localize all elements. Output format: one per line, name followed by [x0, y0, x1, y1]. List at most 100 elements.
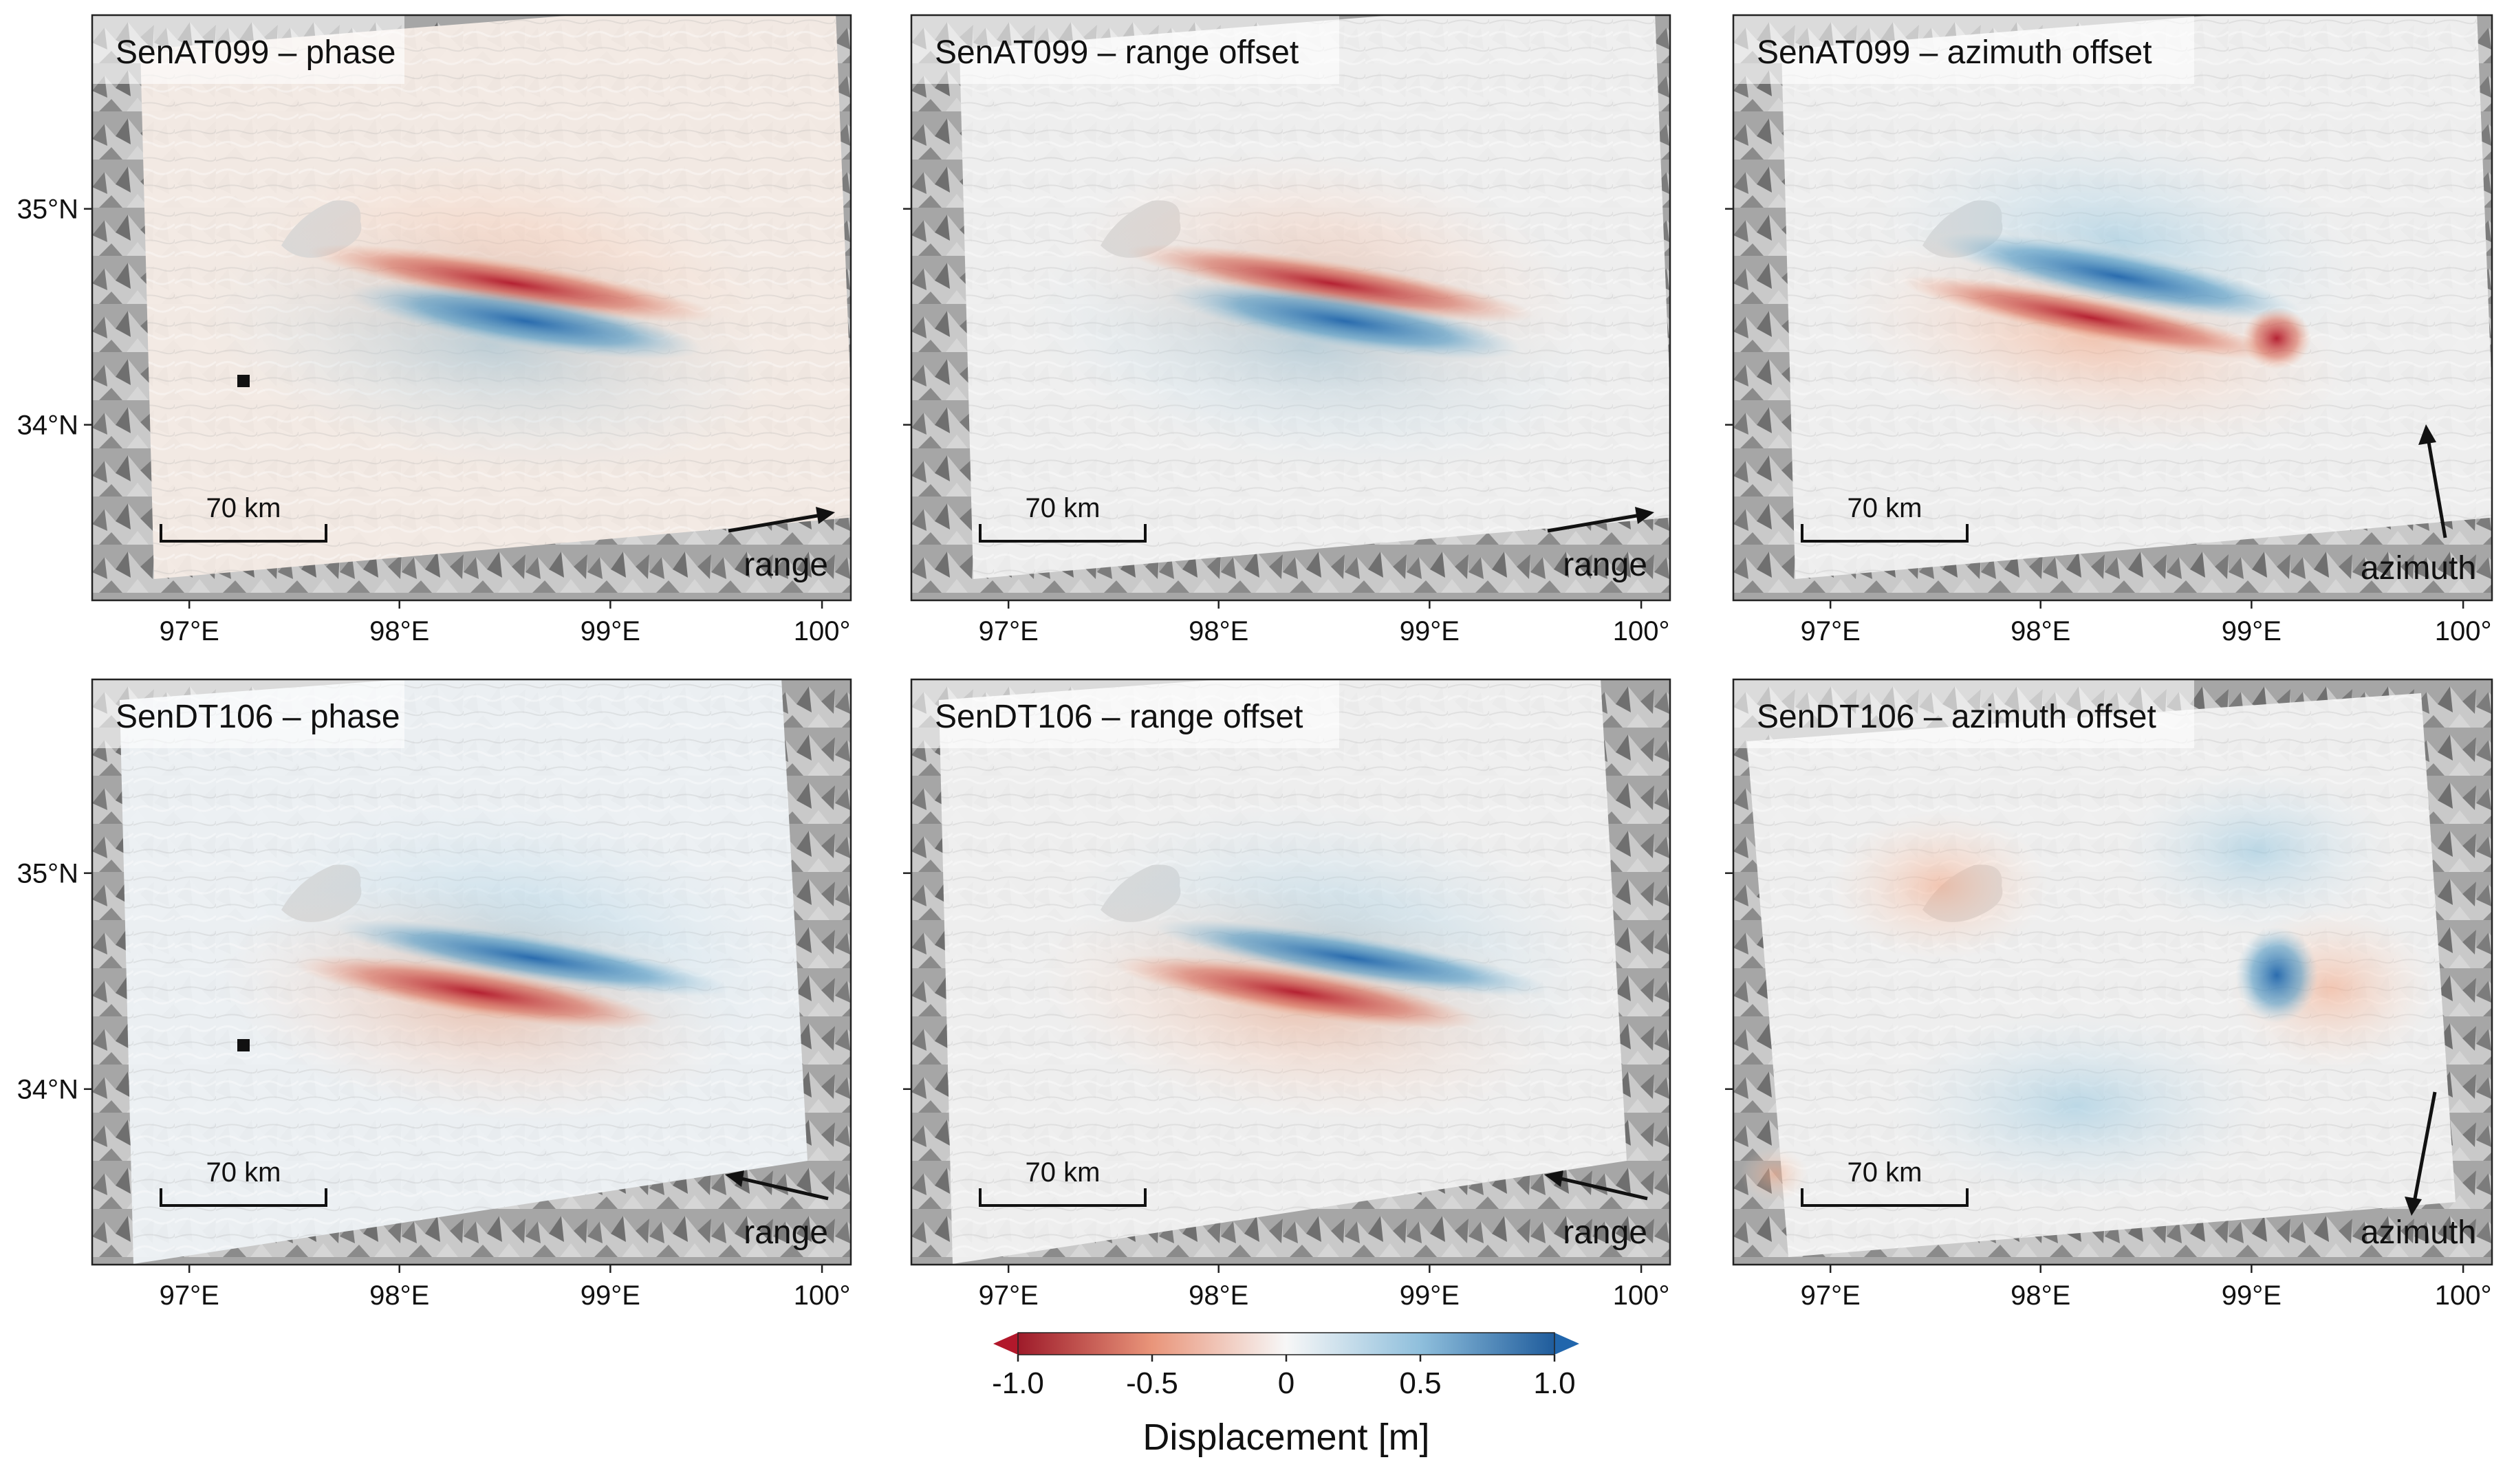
panel-title-group: SenDT106 – phase — [92, 679, 404, 748]
scale-bar-line — [1801, 524, 1969, 543]
panel-title-box — [911, 15, 1339, 84]
scale-bar-line — [979, 1188, 1147, 1207]
panel-title-box — [911, 679, 1339, 748]
colorbar-tick-label: -0.5 — [1126, 1366, 1178, 1400]
arrow-shaft — [2412, 1091, 2437, 1203]
y-axis: 35°N 34°N — [17, 195, 92, 441]
x-tick-label: 98°E — [2011, 1280, 2070, 1311]
displacement-signal — [1037, 799, 1612, 1124]
x-tick-label: 98°E — [369, 616, 429, 646]
arrow-shaft — [1547, 513, 1641, 533]
arrow-shaft — [1557, 1176, 1648, 1201]
panel-title-box — [1733, 679, 2194, 748]
panel-title-group: SenAT099 – range offset — [911, 15, 1339, 84]
map-panel: SenDT106 – range offset 70 km range 97°E 98°… — [903, 678, 1671, 1311]
colorbar-title: Displacement [m] — [1142, 1417, 1429, 1458]
colorbar-tick-label: 0 — [1278, 1366, 1294, 1400]
scale-bar: 70 km — [979, 493, 1147, 543]
scale-bar: 70 km — [160, 493, 327, 543]
panel-title-group: SenDT106 – azimuth offset — [1733, 679, 2194, 748]
reference-point-marker — [237, 1039, 250, 1051]
x-tick-label: 100° — [1613, 616, 1670, 646]
x-axis: 97°E 98°E 99°E 100° — [1801, 600, 2491, 646]
direction-label: azimuth — [2361, 1214, 2476, 1251]
map-panel: SenAT099 – range offset 70 km range 97°E 98°… — [903, 14, 1671, 646]
colorbar: -1.0 -0.5 0 0.5 1.0 Displacement [m] — [992, 1332, 1579, 1458]
colorbar-extend-left — [993, 1333, 1018, 1355]
arrow-head — [1544, 1170, 1563, 1187]
panel-frame — [910, 14, 1671, 602]
arrow-head — [816, 507, 835, 524]
x-axis: 97°E 98°E 99°E 100° — [160, 1265, 851, 1311]
scale-bar-line — [160, 524, 327, 543]
scale-bar: 70 km — [1801, 493, 1969, 543]
panel-title: SenAT099 – azimuth offset — [1757, 34, 2152, 71]
panel-frame — [1732, 14, 2493, 602]
x-tick-label: 98°E — [2011, 616, 2070, 646]
panel-title-group: SenAT099 – phase — [92, 15, 404, 84]
panel-title: SenDT106 – azimuth offset — [1757, 699, 2156, 735]
panel-title: SenAT099 – phase — [116, 34, 396, 71]
x-tick-label: 99°E — [2222, 1280, 2282, 1311]
x-tick-label: 98°E — [369, 1280, 429, 1311]
arrow-shaft — [2426, 437, 2447, 538]
panel-title-box — [1733, 15, 2194, 84]
colorbar-extend-right — [1554, 1333, 1579, 1355]
direction-label: azimuth — [2361, 550, 2476, 587]
x-tick-label: 99°E — [581, 616, 640, 646]
direction-label: range — [1563, 547, 1647, 583]
scale-bar: 70 km — [160, 1157, 327, 1207]
displacement-signal — [204, 149, 778, 474]
x-tick-label: 97°E — [160, 1280, 219, 1311]
x-tick-label: 97°E — [979, 616, 1039, 646]
x-axis: 97°E 98°E 99°E 100° — [1801, 1265, 2492, 1311]
colorbar-tick-label: 1.0 — [1533, 1366, 1575, 1400]
x-tick-label: 100° — [2435, 1280, 2492, 1311]
map-panel: SenAT099 – phase 70 km range 97°E 98°E 99°E 10… — [17, 14, 852, 646]
x-tick-label: 97°E — [1801, 616, 1861, 646]
x-tick-label: 99°E — [581, 1280, 640, 1311]
arrow-head — [1635, 507, 1654, 524]
displacement-signal — [1740, 769, 2435, 1202]
x-tick-label: 99°E — [1400, 616, 1460, 646]
map-panel: SenAT099 – azimuth offset 70 km azimuth 97°… — [1725, 14, 2493, 646]
panel-title-group: SenDT106 – range offset — [911, 679, 1339, 748]
arrow-shaft — [728, 513, 822, 533]
panel-title-box — [92, 15, 404, 84]
scale-bar-line — [160, 1188, 327, 1207]
arrow-head — [2418, 424, 2436, 445]
azimuth-direction-arrow: azimuth — [2361, 1091, 2476, 1251]
x-tick-label: 100° — [794, 1280, 851, 1311]
scale-bar-label: 70 km — [1026, 1157, 1101, 1188]
displacement-signal — [217, 799, 792, 1124]
arrow-head — [2405, 1197, 2422, 1216]
panel-frame — [1732, 678, 2493, 1266]
x-tick-label: 99°E — [1400, 1280, 1460, 1311]
y-axis: 35°N 34°N — [17, 859, 92, 1105]
panel-title: SenDT106 – range offset — [935, 699, 1303, 735]
scale-bar-label: 70 km — [206, 493, 281, 523]
scale-bar-label: 70 km — [1848, 1157, 1922, 1188]
y-axis — [1725, 208, 1733, 426]
map-panel: SenDT106 – azimuth offset 70 km azimuth 97°… — [1725, 678, 2493, 1311]
displacement-signal — [1832, 119, 2363, 450]
range-direction-arrow: range — [1547, 507, 1654, 583]
colorbar-tick-label: 0.5 — [1399, 1366, 1441, 1400]
arrow-head — [725, 1170, 744, 1187]
panel-title-group: SenAT099 – azimuth offset — [1733, 15, 2194, 84]
x-axis: 97°E 98°E 99°E 100° — [979, 600, 1670, 646]
y-axis — [903, 208, 911, 426]
colorbar-tick-label: -1.0 — [992, 1366, 1044, 1400]
reference-point-marker — [237, 375, 250, 387]
y-axis — [1725, 872, 1733, 1090]
direction-label: range — [1563, 1214, 1647, 1251]
displacement-signal — [1023, 149, 1597, 474]
panel-frame — [910, 678, 1671, 1266]
x-tick-label: 97°E — [979, 1280, 1039, 1311]
panel-frame — [91, 14, 852, 602]
scale-bar-label: 70 km — [206, 1157, 281, 1188]
x-tick-label: 99°E — [2222, 616, 2282, 646]
scale-bar-line — [1801, 1188, 1969, 1207]
panel-title: SenAT099 – range offset — [935, 34, 1299, 71]
